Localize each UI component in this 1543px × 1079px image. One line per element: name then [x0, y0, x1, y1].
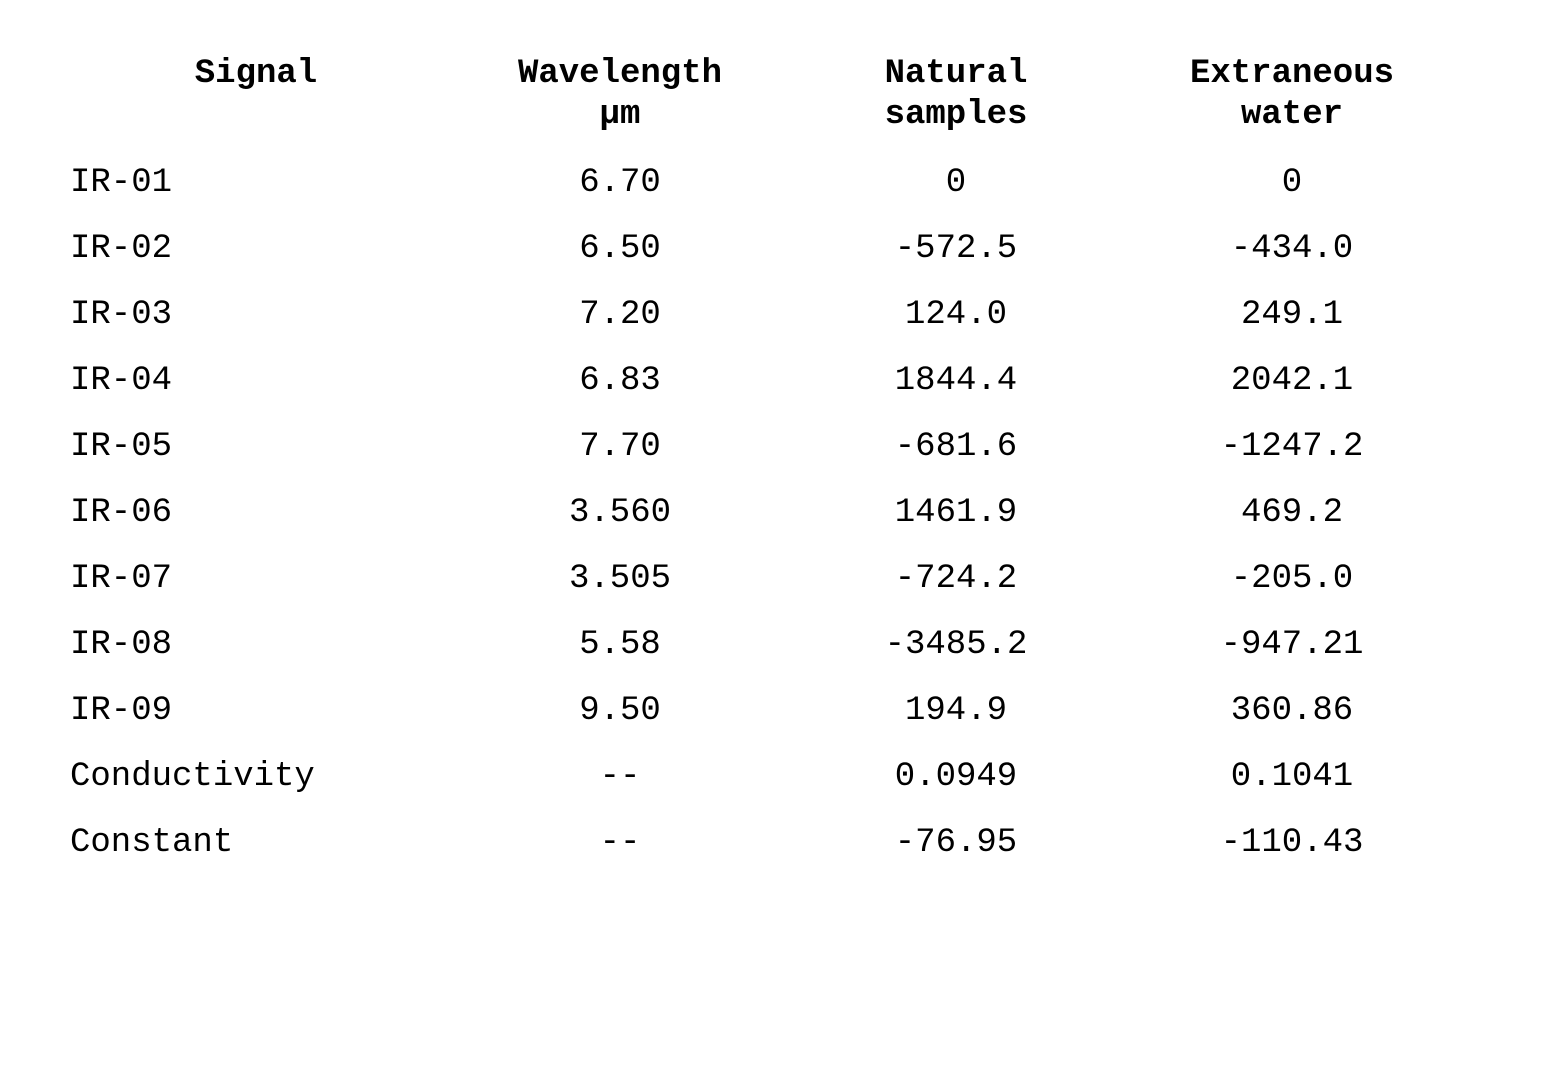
col-header-natural: Natural samples	[788, 40, 1124, 150]
cell-natural: -3485.2	[788, 612, 1124, 678]
cell-signal: IR-01	[60, 150, 452, 216]
cell-extraneous: 469.2	[1124, 480, 1460, 546]
col-header-signal-line1: Signal	[195, 55, 317, 93]
cell-natural: -724.2	[788, 546, 1124, 612]
cell-natural: -681.6	[788, 414, 1124, 480]
table-row: IR-07 3.505 -724.2 -205.0	[60, 546, 1460, 612]
cell-wavelength: 3.505	[452, 546, 788, 612]
cell-signal: IR-02	[60, 216, 452, 282]
cell-natural: 124.0	[788, 282, 1124, 348]
cell-wavelength: 6.83	[452, 348, 788, 414]
table-row: IR-04 6.83 1844.4 2042.1	[60, 348, 1460, 414]
cell-natural: 0.0949	[788, 744, 1124, 810]
cell-extraneous: 360.86	[1124, 678, 1460, 744]
cell-natural: 194.9	[788, 678, 1124, 744]
cell-extraneous: -205.0	[1124, 546, 1460, 612]
table-header-row: Signal Wavelength µm Natural samples Ext…	[60, 40, 1460, 150]
cell-extraneous: 2042.1	[1124, 348, 1460, 414]
cell-extraneous: -110.43	[1124, 810, 1460, 876]
cell-wavelength: 5.58	[452, 612, 788, 678]
col-header-wavelength: Wavelength µm	[452, 40, 788, 150]
cell-signal: IR-09	[60, 678, 452, 744]
table-row: IR-08 5.58 -3485.2 -947.21	[60, 612, 1460, 678]
table-row: Constant -- -76.95 -110.43	[60, 810, 1460, 876]
cell-wavelength: 3.560	[452, 480, 788, 546]
cell-natural: -76.95	[788, 810, 1124, 876]
col-header-wavelength-line2: µm	[600, 96, 641, 134]
cell-wavelength: 7.70	[452, 414, 788, 480]
cell-wavelength: 7.20	[452, 282, 788, 348]
cell-signal: IR-08	[60, 612, 452, 678]
cell-wavelength: 6.50	[452, 216, 788, 282]
cell-natural: 1461.9	[788, 480, 1124, 546]
table-row: IR-03 7.20 124.0 249.1	[60, 282, 1460, 348]
table-row: IR-01 6.70 0 0	[60, 150, 1460, 216]
cell-signal: IR-04	[60, 348, 452, 414]
col-header-natural-line1: Natural	[885, 55, 1028, 93]
data-table: Signal Wavelength µm Natural samples Ext…	[60, 40, 1460, 876]
cell-extraneous: 249.1	[1124, 282, 1460, 348]
cell-extraneous: -947.21	[1124, 612, 1460, 678]
cell-signal: IR-05	[60, 414, 452, 480]
cell-signal: Constant	[60, 810, 452, 876]
cell-signal: IR-03	[60, 282, 452, 348]
cell-extraneous: 0.1041	[1124, 744, 1460, 810]
cell-natural: 1844.4	[788, 348, 1124, 414]
cell-signal: IR-07	[60, 546, 452, 612]
col-header-extraneous-line1: Extraneous	[1190, 55, 1394, 93]
table-row: IR-02 6.50 -572.5 -434.0	[60, 216, 1460, 282]
table-row: Conductivity -- 0.0949 0.1041	[60, 744, 1460, 810]
cell-signal: Conductivity	[60, 744, 452, 810]
cell-extraneous: -1247.2	[1124, 414, 1460, 480]
cell-extraneous: 0	[1124, 150, 1460, 216]
col-header-wavelength-line1: Wavelength	[518, 55, 722, 93]
col-header-natural-line2: samples	[885, 96, 1028, 134]
cell-wavelength: --	[452, 810, 788, 876]
cell-wavelength: 6.70	[452, 150, 788, 216]
table-row: IR-09 9.50 194.9 360.86	[60, 678, 1460, 744]
cell-wavelength: 9.50	[452, 678, 788, 744]
cell-signal: IR-06	[60, 480, 452, 546]
cell-natural: -572.5	[788, 216, 1124, 282]
col-header-signal: Signal	[60, 40, 452, 150]
table-row: IR-05 7.70 -681.6 -1247.2	[60, 414, 1460, 480]
table-body: IR-01 6.70 0 0 IR-02 6.50 -572.5 -434.0 …	[60, 150, 1460, 876]
table-row: IR-06 3.560 1461.9 469.2	[60, 480, 1460, 546]
cell-extraneous: -434.0	[1124, 216, 1460, 282]
cell-natural: 0	[788, 150, 1124, 216]
cell-wavelength: --	[452, 744, 788, 810]
col-header-extraneous-line2: water	[1241, 96, 1343, 134]
col-header-extraneous: Extraneous water	[1124, 40, 1460, 150]
